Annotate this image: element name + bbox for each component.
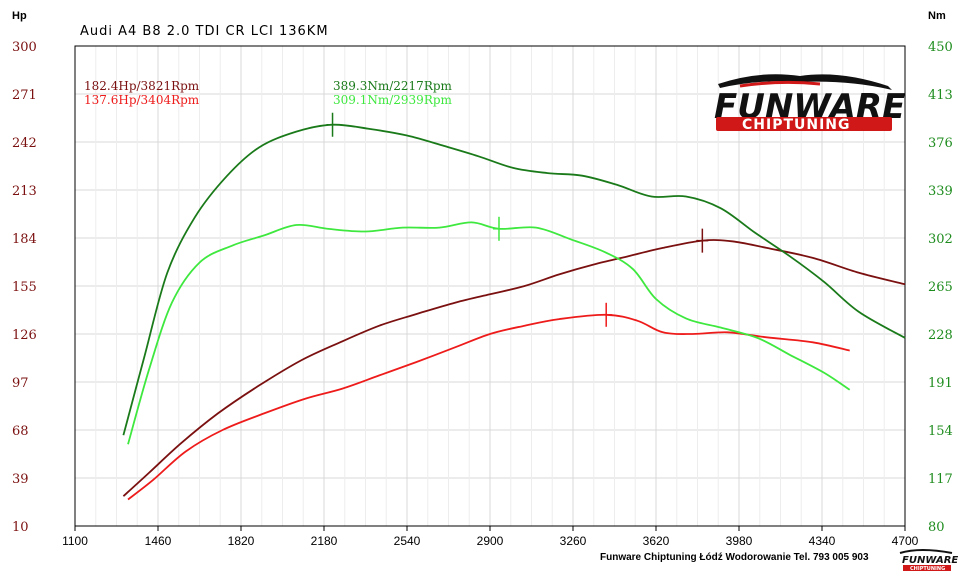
nm-stock-peak-label: 309.1Nm/2939Rpm (333, 93, 453, 107)
nm-tuned-peak-marker (326, 112, 339, 137)
right-tick-label: 339 (928, 184, 953, 199)
x-tick-label: 1100 (62, 534, 88, 548)
right-tick-label: 413 (928, 88, 953, 103)
right-tick-label: 302 (928, 232, 953, 247)
hp-stock-peak-label: 137.6Hp/3404Rpm (84, 93, 200, 107)
x-tick-label: 3260 (560, 534, 587, 548)
footer-text: Funware Chiptuning Łódź Wodorowanie Tel.… (600, 552, 869, 563)
right-tick-label: 228 (928, 328, 953, 343)
left-tick-label: 300 (12, 40, 37, 55)
left-tick-label: 213 (12, 184, 37, 199)
right-tick-label: 117 (928, 472, 953, 487)
right-axis-unit: Nm (928, 10, 946, 22)
footer-logo-banner (903, 565, 951, 571)
footer-car-icon (899, 549, 953, 554)
x-tick-label: 2180 (311, 534, 338, 548)
x-tick-label: 1820 (228, 534, 255, 548)
nm-stock-peak-marker (492, 216, 505, 241)
left-tick-label: 155 (12, 280, 37, 295)
funware-logo: FUNWARE CHIPTUNING (714, 74, 905, 133)
right-axis-ticks: 80 117 154 191 228 265 302 339 376 413 450 (928, 40, 953, 535)
x-tick-label: 2540 (394, 534, 421, 548)
logo-subtitle: CHIPTUNING (742, 117, 851, 133)
x-tick-label: 3980 (726, 534, 753, 548)
car-stripe-icon (739, 80, 821, 88)
left-axis-ticks: 10 39 68 97 126 155 184 213 242 271 300 (12, 40, 37, 535)
right-tick-label: 376 (928, 136, 953, 151)
footer-logo-wordmark: FUNWARE (902, 555, 958, 566)
x-tick-label: 1460 (145, 534, 172, 548)
hp-stock-line (127, 313, 850, 501)
footer-logo: FUNWARE CHIPTUNING (899, 549, 958, 572)
right-tick-label: 154 (928, 424, 953, 439)
car-silhouette-icon (718, 74, 892, 90)
x-axis-ticks: 1100 1460 1820 2180 2540 2900 3260 3620 3980 4340… (62, 526, 919, 548)
left-tick-label: 39 (12, 472, 29, 487)
hp-tuned-peak-label: 182.4Hp/3821Rpm (84, 79, 200, 93)
x-tick-label: 4340 (809, 534, 836, 548)
nm-tuned-peak-label: 389.3Nm/2217Rpm (333, 79, 453, 93)
left-axis-unit: Hp (12, 10, 27, 22)
nm-tuned-line (122, 123, 906, 436)
left-tick-label: 271 (12, 88, 37, 103)
series-lines (122, 123, 906, 501)
x-tick-label: 4700 (892, 534, 919, 548)
peak-markers (326, 112, 709, 327)
left-tick-label: 10 (12, 520, 29, 535)
right-tick-label: 191 (928, 376, 953, 391)
left-tick-label: 68 (12, 424, 29, 439)
x-tick-label: 3620 (643, 534, 670, 548)
hp-tuned-peak-marker (696, 228, 709, 253)
footer-logo-subtitle: CHIPTUNING (910, 566, 945, 572)
x-tick-label: 2900 (477, 534, 504, 548)
left-tick-label: 97 (12, 376, 29, 391)
left-tick-label: 126 (12, 328, 37, 343)
hp-tuned-line (122, 239, 906, 497)
right-tick-label: 265 (928, 280, 953, 295)
hp-stock-peak-marker (600, 302, 613, 327)
logo-banner (716, 117, 892, 131)
left-tick-label: 184 (12, 232, 37, 247)
nm-stock-line (127, 221, 851, 445)
chart-title: Audi A4 B8 2.0 TDI CR LCI 136KM (80, 24, 329, 39)
peak-labels: 182.4Hp/3821Rpm 137.6Hp/3404Rpm 389.3Nm/… (84, 79, 453, 107)
right-tick-label: 450 (928, 40, 953, 55)
left-tick-label: 242 (12, 136, 37, 151)
right-tick-label: 80 (928, 520, 945, 535)
